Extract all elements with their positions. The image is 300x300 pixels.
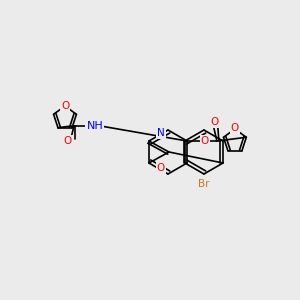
Text: O: O (157, 163, 165, 173)
Text: O: O (231, 123, 239, 133)
Text: O: O (201, 136, 209, 146)
Text: O: O (61, 101, 69, 111)
Text: O: O (64, 136, 72, 146)
Text: NH: NH (87, 121, 103, 131)
Text: N: N (157, 128, 165, 138)
Text: Br: Br (198, 179, 210, 189)
Text: O: O (211, 117, 219, 127)
